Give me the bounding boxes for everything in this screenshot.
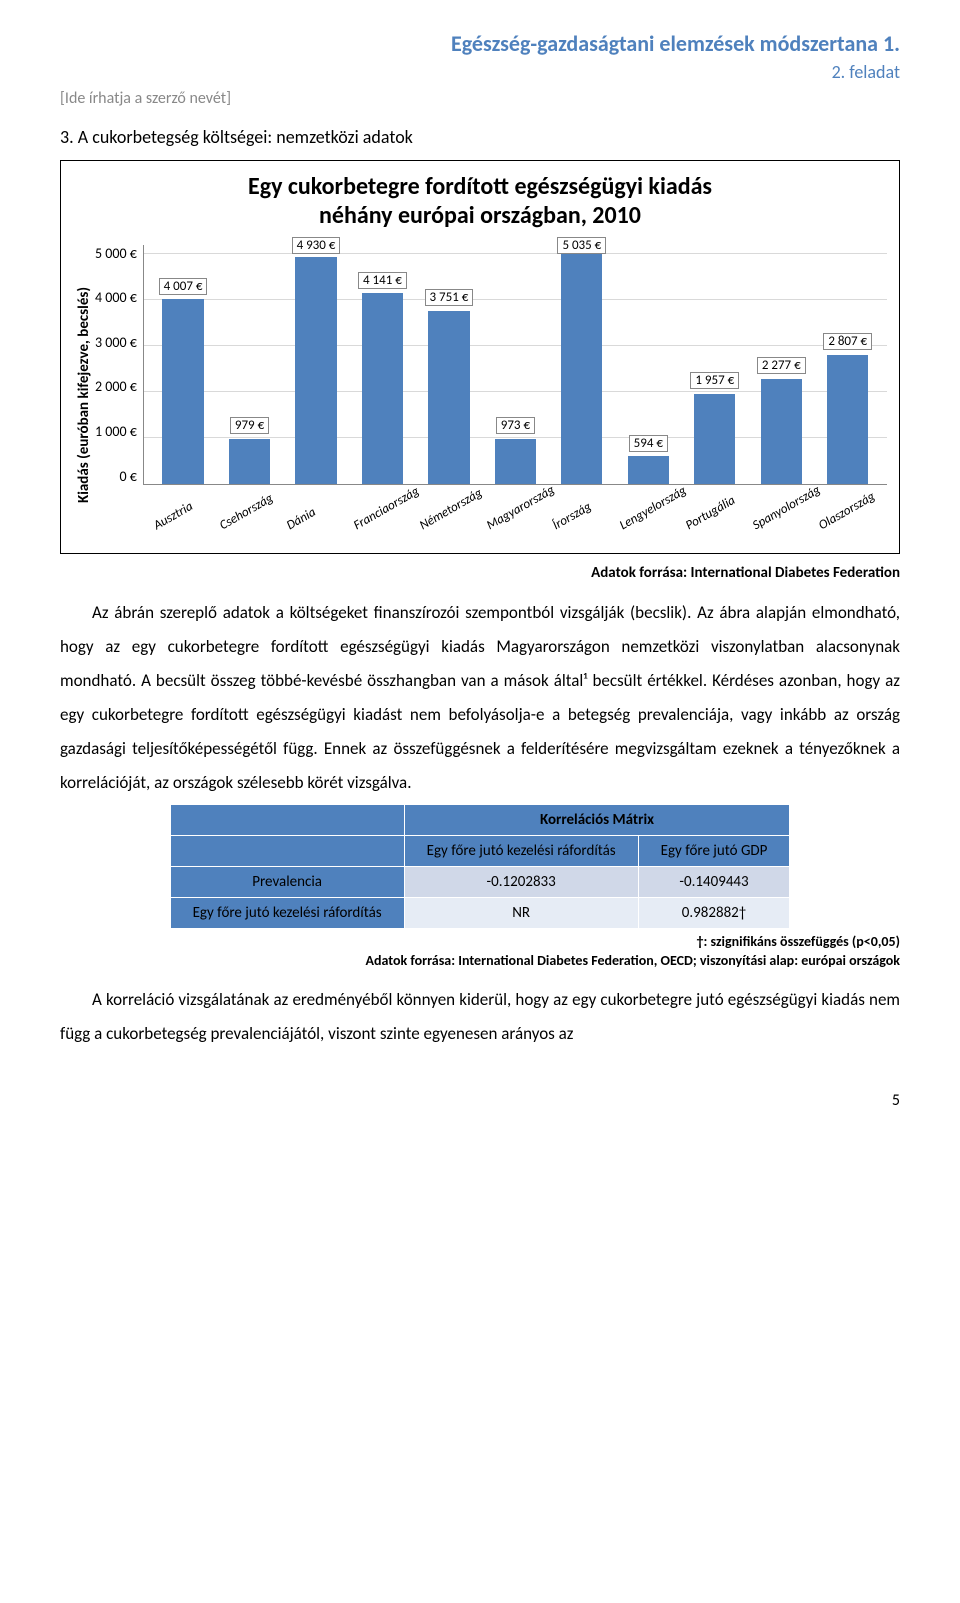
y-axis-label: Kiadás (euróban kifejezve, becslés) xyxy=(73,245,95,545)
bar-value-label: 4 007 € xyxy=(159,278,208,295)
corr-title: Korrelációs Mátrix xyxy=(404,804,790,835)
bar xyxy=(162,299,203,483)
bar-slot: 4 141 € xyxy=(349,245,415,484)
corr-row1-label: Prevalencia xyxy=(170,866,404,897)
correlation-table: Korrelációs Mátrix Egy főre jutó kezelés… xyxy=(170,804,791,929)
corr-row2-v1: NR xyxy=(404,897,638,928)
bar-value-label: 5 035 € xyxy=(557,237,606,254)
author-placeholder: [Ide írhatja a szerző nevét] xyxy=(60,89,900,108)
y-tick: 0 € xyxy=(119,468,136,485)
bar-value-label: 1 957 € xyxy=(690,372,739,389)
bar-value-label: 979 € xyxy=(230,417,269,434)
doc-subtitle: 2. feladat xyxy=(60,61,900,83)
bar-slot: 5 035 € xyxy=(549,245,615,484)
bar-value-label: 4 930 € xyxy=(292,237,341,254)
corr-row2-label: Egy főre jutó kezelési ráfordítás xyxy=(170,897,404,928)
plot-area: 4 007 € 979 € 4 930 € 4 141 € 3 751 € 973 € 5 … xyxy=(143,245,887,485)
bar-value-label: 973 € xyxy=(496,417,535,434)
bar xyxy=(428,311,469,483)
bar-slot: 4 930 € xyxy=(283,245,349,484)
y-tick: 1 000 € xyxy=(95,423,137,440)
bar-slot: 2 277 € xyxy=(748,245,814,484)
y-tick: 5 000 € xyxy=(95,245,137,262)
paragraph-1: Az ábrán szereplő adatok a költségeket f… xyxy=(60,596,900,800)
doc-title: Egészség-gazdaságtani elemzések módszert… xyxy=(60,30,900,57)
bar-slot: 594 € xyxy=(615,245,681,484)
y-ticks: 5 000 € 4 000 € 3 000 € 2 000 € 1 000 € 0 € xyxy=(95,245,143,485)
y-tick: 4 000 € xyxy=(95,289,137,306)
chart-title-line1: Egy cukorbetegre fordított egészségügyi … xyxy=(248,172,712,201)
corr-source: Adatok forrása: International Diabetes F… xyxy=(60,952,900,969)
x-ticks: AusztriaCsehországDániaFranciaországNéme… xyxy=(143,485,887,545)
bar-value-label: 4 141 € xyxy=(358,272,407,289)
chart-source: Adatok forrása: International Diabetes F… xyxy=(60,564,900,582)
corr-col1: Egy főre jutó kezelési ráfordítás xyxy=(404,835,638,866)
corr-row1-v2: -0.1409443 xyxy=(638,866,790,897)
bar-value-label: 2 807 € xyxy=(823,333,872,350)
bar-chart: Egy cukorbetegre fordított egészségügyi … xyxy=(60,160,900,554)
bar xyxy=(295,257,336,484)
chart-title-line2: néhány európai országban, 2010 xyxy=(319,201,641,230)
bar-slot: 1 957 € xyxy=(682,245,748,484)
bar-value-label: 2 277 € xyxy=(757,357,806,374)
bar xyxy=(362,293,403,483)
bar xyxy=(827,355,868,484)
corr-row1-v1: -0.1202833 xyxy=(404,866,638,897)
paragraph-2: A korreláció vizsgálatának az eredményéb… xyxy=(60,983,900,1051)
bar-value-label: 3 751 € xyxy=(425,289,474,306)
bar xyxy=(561,252,602,483)
bar xyxy=(694,394,735,484)
page-number: 5 xyxy=(60,1091,900,1110)
bar-slot: 973 € xyxy=(482,245,548,484)
corr-note: †: szignifikáns összefüggés (p<0,05) xyxy=(60,933,900,950)
bar-slot: 3 751 € xyxy=(416,245,482,484)
y-tick: 2 000 € xyxy=(95,378,137,395)
section-heading: 3. A cukorbetegség költségei: nemzetközi… xyxy=(60,126,900,148)
bar-value-label: 594 € xyxy=(629,435,668,452)
bar-slot: 979 € xyxy=(216,245,282,484)
bar xyxy=(761,379,802,484)
corr-row2-v2: 0.982882† xyxy=(638,897,790,928)
y-tick: 3 000 € xyxy=(95,334,137,351)
bar-slot: 2 807 € xyxy=(815,245,881,484)
corr-col2: Egy főre jutó GDP xyxy=(638,835,790,866)
bar-slot: 4 007 € xyxy=(150,245,216,484)
chart-title: Egy cukorbetegre fordított egészségügyi … xyxy=(73,173,887,231)
